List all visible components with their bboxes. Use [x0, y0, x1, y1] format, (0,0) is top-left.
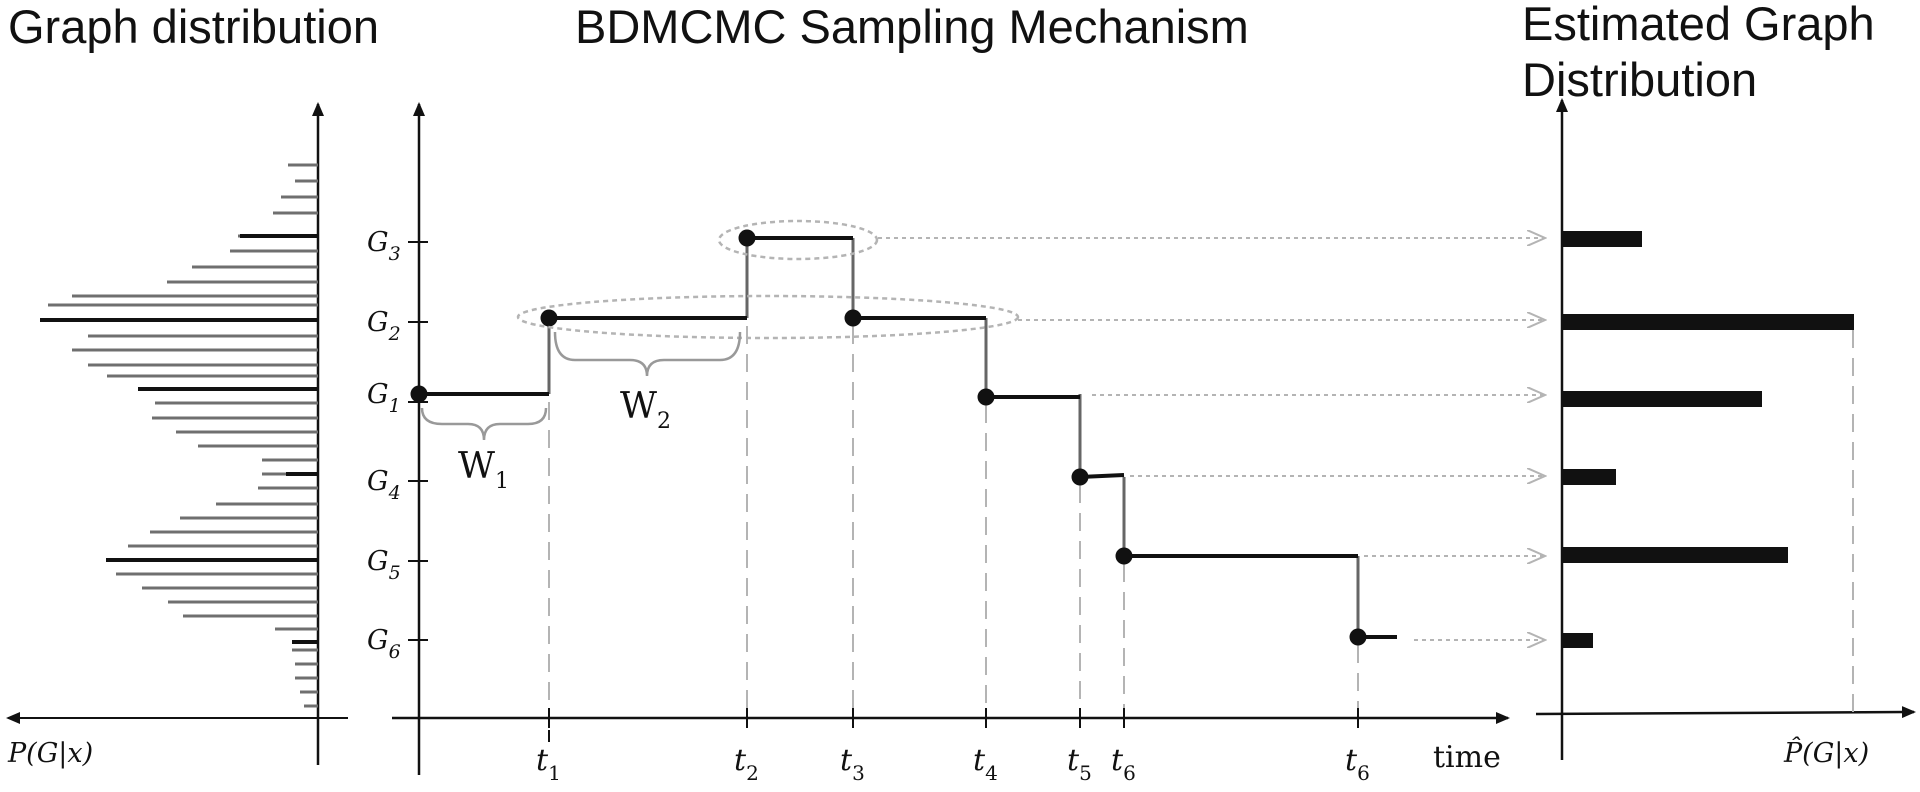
- left-title: Graph distribution: [8, 0, 379, 53]
- middle-x-axis-label: time: [1433, 740, 1501, 775]
- step-segments: [419, 236, 1397, 639]
- time-label-t2: t2: [734, 743, 759, 785]
- state-point: [844, 309, 862, 327]
- left-x-axis-label: P(G|x): [7, 738, 93, 769]
- time-guides: [548, 326, 1359, 742]
- time-label-t6b: t6: [1345, 743, 1370, 785]
- estimated-bars: [1562, 231, 1854, 648]
- estimated-bar-g2: [1562, 314, 1854, 330]
- jump-points: [410, 229, 1367, 646]
- time-label-t3: t3: [840, 743, 865, 785]
- time-label-t1: t1: [536, 743, 561, 785]
- graph-label-g1: G1: [367, 379, 401, 417]
- state-point: [1115, 547, 1133, 565]
- g3-group-ellipse: [717, 219, 879, 261]
- right-title-line2: Distribution: [1522, 53, 1757, 106]
- estimated-bar-g4: [1562, 469, 1616, 485]
- graph-label-g6: G6: [367, 625, 401, 663]
- graph-label-g4: G4: [367, 466, 401, 504]
- middle-title: BDMCMC Sampling Mechanism: [575, 0, 1249, 53]
- w2-label: W2: [620, 386, 671, 434]
- middle-x-ticks: [548, 708, 1359, 728]
- left-distribution-bars: [40, 163, 318, 708]
- time-label-t5: t5: [1067, 743, 1092, 785]
- g2-group-ellipse: [516, 294, 1020, 340]
- w1-label: W1: [458, 446, 509, 494]
- estimated-bar-g5: [1562, 547, 1788, 563]
- graph-label-g3: G3: [367, 227, 401, 265]
- time-label-t6a: t6: [1111, 743, 1136, 785]
- w1-brace: [420, 407, 548, 441]
- graph-label-g5: G5: [367, 546, 401, 584]
- time-label-t4: t4: [973, 743, 998, 785]
- right-panel: P̂(G|x): [1535, 98, 1916, 769]
- state-point: [1349, 628, 1367, 646]
- mapping-arrows: [878, 238, 1545, 640]
- estimated-bar-g6: [1562, 633, 1593, 648]
- state-point: [1071, 468, 1089, 486]
- state-point: [738, 229, 756, 247]
- estimated-bar-g3: [1562, 231, 1642, 247]
- graph-label-g2: G2: [367, 307, 401, 345]
- graph-labels: G3 G2 G1 G4 G5 G6: [367, 227, 401, 663]
- estimated-bar-g1: [1562, 391, 1762, 407]
- right-x-axis-label: P̂(G|x): [1783, 736, 1869, 769]
- step-connectors: [547, 238, 1360, 637]
- state-point: [977, 388, 995, 406]
- right-x-axis: [1535, 706, 1916, 719]
- state-point: [410, 385, 428, 403]
- w2-brace: [553, 331, 742, 377]
- middle-panel: W1 W2 G3 G2 G1 G4 G5 G6 t1 t2 t3 t4 t5 t…: [367, 102, 1510, 785]
- right-title-line1: Estimated Graph: [1522, 0, 1875, 50]
- state-point: [540, 309, 558, 327]
- left-panel: P(G|x): [6, 102, 348, 769]
- time-labels: t1 t2 t3 t4 t5 t6 t6: [536, 743, 1370, 785]
